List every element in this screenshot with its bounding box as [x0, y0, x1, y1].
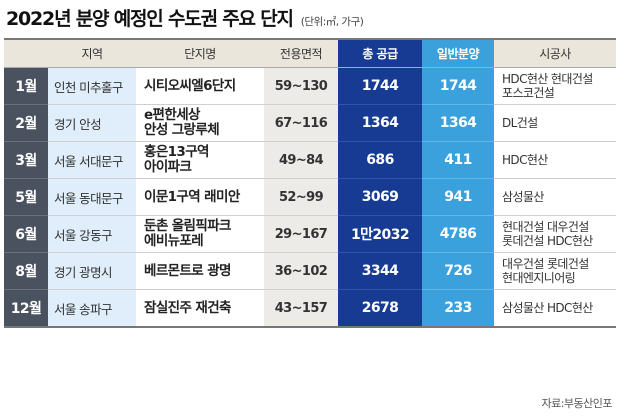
table-row: 6월 서울 강동구 둔촌 올림픽파크 에비뉴포레 29~167 1만2032 4… — [4, 215, 616, 253]
table-row: 5월 서울 동대문구 이문1구역 래미안 52~99 3069 941 삼성물산 — [4, 178, 616, 216]
complex-cell: 둔촌 올림픽파크 에비뉴포레 — [136, 215, 264, 253]
total-cell: 3069 — [338, 178, 422, 216]
header-area: 전용면적 — [264, 38, 338, 68]
area-cell: 52~99 — [264, 178, 338, 216]
area-cell: 43~157 — [264, 289, 338, 328]
total-cell: 1364 — [338, 104, 422, 142]
general-cell: 4786 — [422, 215, 494, 253]
builder-cell: 삼성물산 — [494, 178, 616, 216]
builder-cell: 대우건설 롯데건설 현대엔지니어링 — [494, 252, 616, 290]
total-cell: 2678 — [338, 289, 422, 328]
month-cell: 2월 — [4, 104, 48, 142]
builder-cell: HDC현산 — [494, 141, 616, 179]
month-cell: 5월 — [4, 178, 48, 216]
total-cell: 1만2032 — [338, 215, 422, 253]
complex-cell: 홍은13구역 아이파크 — [136, 141, 264, 179]
area-cell: 67~116 — [264, 104, 338, 142]
table-row: 3월 서울 서대문구 홍은13구역 아이파크 49~84 686 411 HDC… — [4, 141, 616, 179]
general-cell: 726 — [422, 252, 494, 290]
supply-table: 지역 단지명 전용면적 총 공급 일반분양 시공사 1월 인천 미추홀구 시티오… — [4, 38, 616, 328]
area-cell: 49~84 — [264, 141, 338, 179]
builder-cell: 현대건설 대우건설 롯데건설 HDC현산 — [494, 215, 616, 253]
table-row: 2월 경기 안성 e편한세상 안성 그랑루체 67~116 1364 1364 … — [4, 104, 616, 142]
header-general: 일반분양 — [422, 38, 494, 68]
header-row: 지역 단지명 전용면적 총 공급 일반분양 시공사 — [4, 38, 616, 68]
table-row: 8월 경기 광명시 베르몬트로 광명 36~102 3344 726 대우건설 … — [4, 252, 616, 290]
month-cell: 3월 — [4, 141, 48, 179]
header-region: 지역 — [48, 38, 136, 68]
table-row: 1월 인천 미추홀구 시티오씨엘6단지 59~130 1744 1744 HDC… — [4, 67, 616, 105]
region-cell: 서울 송파구 — [48, 289, 136, 328]
general-cell: 411 — [422, 141, 494, 179]
region-cell: 서울 동대문구 — [48, 178, 136, 216]
month-cell: 8월 — [4, 252, 48, 290]
general-cell: 941 — [422, 178, 494, 216]
page-title: 2022년 분양 예정인 수도권 주요 단지 — [6, 8, 294, 30]
header-month — [4, 38, 48, 68]
area-cell: 29~167 — [264, 215, 338, 253]
region-cell: 서울 서대문구 — [48, 141, 136, 179]
general-cell: 233 — [422, 289, 494, 328]
general-cell: 1744 — [422, 67, 494, 105]
total-cell: 686 — [338, 141, 422, 179]
general-cell: 1364 — [422, 104, 494, 142]
header-total: 총 공급 — [338, 38, 422, 68]
builder-cell: HDC현산 현대건설 포스코건설 — [494, 67, 616, 105]
region-cell: 경기 광명시 — [48, 252, 136, 290]
region-cell: 경기 안성 — [48, 104, 136, 142]
complex-cell: 이문1구역 래미안 — [136, 178, 264, 216]
area-cell: 59~130 — [264, 67, 338, 105]
region-cell: 서울 강동구 — [48, 215, 136, 253]
unit-note: (단위:㎡, 가구) — [300, 16, 364, 28]
month-cell: 1월 — [4, 67, 48, 105]
complex-cell: 베르몬트로 광명 — [136, 252, 264, 290]
header-complex: 단지명 — [136, 38, 264, 68]
month-cell: 12월 — [4, 289, 48, 328]
builder-cell: 삼성물산 HDC현산 — [494, 289, 616, 328]
complex-cell: 잠실진주 재건축 — [136, 289, 264, 328]
table-row: 12월 서울 송파구 잠실진주 재건축 43~157 2678 233 삼성물산… — [4, 289, 616, 328]
region-cell: 인천 미추홀구 — [48, 67, 136, 105]
builder-cell: DL건설 — [494, 104, 616, 142]
title-row: 2022년 분양 예정인 수도권 주요 단지 (단위:㎡, 가구) — [6, 4, 364, 34]
total-cell: 1744 — [338, 67, 422, 105]
month-cell: 6월 — [4, 215, 48, 253]
source-note: 자료:부동산인포 — [541, 397, 612, 410]
total-cell: 3344 — [338, 252, 422, 290]
area-cell: 36~102 — [264, 252, 338, 290]
header-builder: 시공사 — [494, 38, 616, 68]
complex-cell: 시티오씨엘6단지 — [136, 67, 264, 105]
complex-cell: e편한세상 안성 그랑루체 — [136, 104, 264, 142]
